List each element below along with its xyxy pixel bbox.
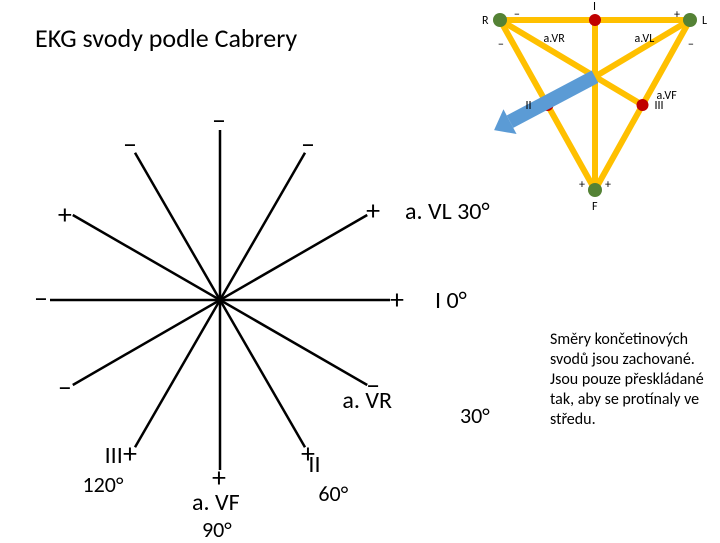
- star-svg: [20, 80, 420, 520]
- polarity-plus: +: [123, 436, 137, 471]
- polarity-minus: –: [301, 126, 315, 161]
- lead-I-label: I 0°: [435, 286, 467, 315]
- blue-arrow: [494, 77, 595, 134]
- electrode-aVL-mid: [637, 99, 649, 111]
- edge-label-II: II: [526, 99, 532, 113]
- lead-III-name: III: [105, 441, 123, 470]
- polarity-minus: –: [123, 126, 137, 161]
- lead-III-deg: 120°: [83, 471, 124, 498]
- polarity-minus: –: [34, 280, 48, 315]
- corner-F: F: [592, 200, 598, 210]
- lead-aVR-name: a. VR: [342, 386, 392, 415]
- triangle-svg: RLFIIIIIIa.VRa.VLa.VF−+−−++: [460, 0, 720, 210]
- mid-label-aVL: a.VL: [635, 32, 655, 46]
- pol-F-left: +: [579, 178, 585, 192]
- polarity-minus: –: [212, 102, 226, 137]
- polarity-plus: +: [58, 197, 72, 232]
- electrode-F: [588, 183, 602, 197]
- electrode-R: [493, 13, 507, 27]
- pol-F-right: +: [605, 178, 611, 192]
- lead-aVR-deg: 30°: [460, 402, 490, 429]
- electrode-L: [683, 13, 697, 27]
- description-text: Směry končetinových svodů jsou zachované…: [550, 330, 705, 430]
- lead-II-deg: 60°: [318, 480, 348, 507]
- electrode-aVF-mid: [589, 14, 601, 26]
- pol-R-top: −: [514, 8, 520, 22]
- mid-label-aVR: a.VR: [544, 32, 566, 46]
- polarity-minus: –: [58, 369, 72, 404]
- star-diagram: [20, 80, 420, 520]
- triangle-diagram: RLFIIIIIIa.VRa.VLa.VF−+−−++: [460, 0, 720, 210]
- polarity-plus: +: [366, 193, 380, 228]
- pol-R-side: −: [498, 38, 504, 52]
- page-title: EKG svody podle Cabrery: [35, 22, 297, 54]
- mid-label-aVF: a.VF: [657, 89, 678, 103]
- pol-L-side: −: [688, 38, 694, 52]
- polarity-plus: +: [390, 282, 404, 317]
- lead-aVF-deg: 90°: [202, 516, 232, 543]
- corner-L: L: [702, 14, 707, 28]
- corner-R: R: [482, 14, 489, 28]
- lead-aVF-name: a. VF: [192, 488, 240, 517]
- lead-II-name: II: [308, 450, 320, 479]
- pol-L-top: +: [674, 8, 680, 22]
- edge-label-I: I: [593, 0, 596, 14]
